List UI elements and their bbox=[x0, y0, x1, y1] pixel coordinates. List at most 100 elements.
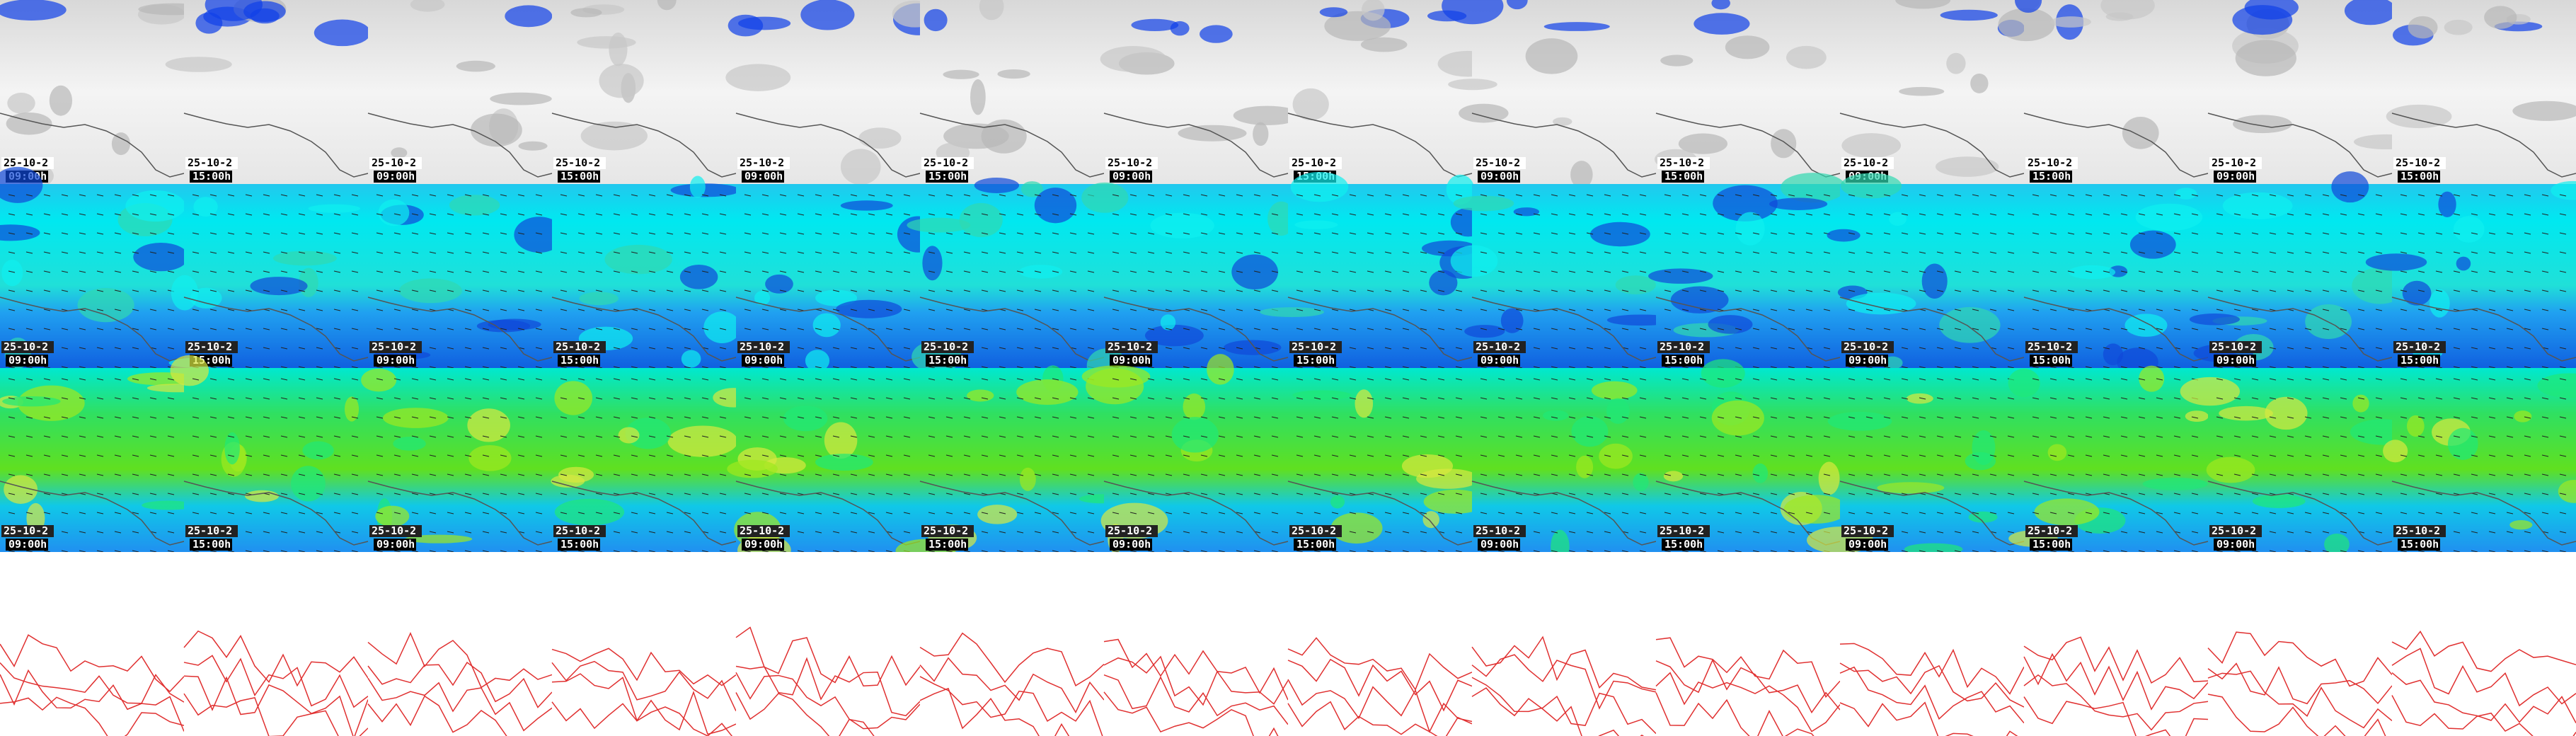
wind-barb bbox=[1147, 232, 1155, 235]
wind-barb bbox=[1883, 378, 1891, 381]
wind-barb bbox=[2173, 251, 2181, 254]
wind-barb bbox=[2524, 347, 2531, 350]
wind-barb bbox=[850, 550, 858, 553]
wind-barb bbox=[1052, 454, 1059, 457]
coastline bbox=[367, 297, 553, 362]
wind-barb bbox=[1367, 550, 1374, 553]
wind-barb bbox=[280, 435, 288, 438]
wind-barb bbox=[963, 416, 971, 419]
wind-barb bbox=[2067, 289, 2075, 292]
wind-barb bbox=[1604, 270, 1611, 273]
wind-barb bbox=[1497, 378, 1505, 381]
wind-barb bbox=[2103, 550, 2110, 553]
weather-blob bbox=[1464, 325, 1505, 338]
contour bbox=[1103, 638, 1289, 701]
coastline bbox=[735, 297, 921, 362]
wind-barb bbox=[2340, 493, 2347, 495]
wind-barb bbox=[1331, 550, 1339, 553]
wind-barb bbox=[79, 454, 86, 457]
wind-barb bbox=[1147, 416, 1155, 419]
wind-barb bbox=[1865, 213, 1873, 216]
wind-barb bbox=[2173, 328, 2181, 330]
wind-barb bbox=[1954, 289, 1962, 292]
wind-barb bbox=[2340, 309, 2347, 311]
wind-barb bbox=[1112, 397, 1120, 400]
date-label: 25-10-2 bbox=[556, 156, 600, 169]
contour bbox=[1103, 655, 1289, 706]
wind-barb bbox=[1420, 309, 1427, 311]
weather-blob bbox=[1401, 454, 1454, 478]
wind-barb bbox=[1384, 435, 1392, 438]
wind-barb bbox=[1568, 454, 1576, 457]
weather-blob bbox=[974, 178, 1020, 194]
wind-barb bbox=[2032, 309, 2040, 311]
wind-barb bbox=[280, 347, 288, 350]
wind-barb bbox=[2524, 194, 2531, 197]
wind-barb bbox=[2400, 309, 2408, 311]
wind-barb bbox=[2375, 309, 2383, 311]
weather-blob bbox=[111, 132, 130, 156]
wind-barb bbox=[797, 378, 805, 381]
wind-barb bbox=[167, 416, 175, 419]
wind-barb bbox=[1568, 435, 1576, 438]
wind-barb bbox=[1848, 378, 1856, 381]
wind-barb bbox=[2400, 251, 2408, 254]
wind-barb bbox=[1699, 194, 1707, 197]
wind-barb bbox=[1420, 270, 1427, 273]
wind-barb bbox=[1788, 550, 1795, 553]
weather-blob bbox=[77, 287, 134, 323]
wind-barb bbox=[2269, 251, 2277, 254]
wind-barb bbox=[96, 531, 104, 534]
wind-barb bbox=[1664, 213, 1672, 216]
weather-blob bbox=[554, 498, 625, 526]
wind-barb bbox=[2471, 378, 2478, 381]
wind-barb bbox=[2032, 493, 2040, 495]
wind-barb bbox=[963, 454, 971, 457]
wind-barb bbox=[1402, 232, 1410, 235]
wind-barb bbox=[351, 270, 359, 273]
wind-barb bbox=[1112, 270, 1120, 273]
wind-barb bbox=[1604, 454, 1611, 457]
wind-barb bbox=[333, 493, 341, 495]
wind-barb bbox=[1936, 366, 1944, 369]
wind-barb bbox=[1954, 512, 1962, 514]
wind-barb bbox=[280, 473, 288, 476]
wind-barb bbox=[333, 251, 341, 254]
weather-blob bbox=[1144, 324, 1204, 347]
wind-barb bbox=[1681, 493, 1689, 495]
wind-barb bbox=[1770, 550, 1778, 553]
wind-barb bbox=[1349, 378, 1357, 381]
wind-barb bbox=[1551, 213, 1558, 216]
wind-barb bbox=[2156, 378, 2163, 381]
wind-barb bbox=[482, 232, 490, 235]
weather-blob bbox=[467, 408, 510, 442]
wind-barb bbox=[1568, 328, 1576, 330]
wind-barb bbox=[333, 512, 341, 514]
wind-barb bbox=[2269, 347, 2277, 350]
wind-barb bbox=[149, 232, 157, 235]
wind-barb bbox=[2067, 416, 2075, 419]
contour bbox=[2207, 631, 2393, 687]
wind-barb bbox=[333, 289, 341, 292]
wind-barb bbox=[2032, 454, 2040, 457]
wind-barb bbox=[209, 194, 217, 197]
wind-barb bbox=[245, 270, 253, 273]
wind-barb bbox=[333, 328, 341, 330]
wind-barb bbox=[1296, 512, 1304, 514]
wind-barb bbox=[1455, 289, 1463, 292]
wind-barb bbox=[1515, 397, 1523, 400]
wind-barb bbox=[2357, 328, 2365, 330]
wind-barb bbox=[2559, 270, 2567, 273]
wind-barb bbox=[2304, 473, 2312, 476]
time-label: 09:00h bbox=[1112, 354, 1151, 367]
wind-barb bbox=[1455, 309, 1463, 311]
wind-barb bbox=[1551, 194, 1558, 197]
weather-blob bbox=[2444, 19, 2473, 35]
wind-barb bbox=[1989, 309, 1997, 311]
wind-barb bbox=[1200, 378, 1208, 381]
wind-barb bbox=[1681, 251, 1689, 254]
wind-barb bbox=[981, 232, 989, 235]
weather-blob bbox=[456, 60, 495, 72]
coastline bbox=[2391, 113, 2576, 178]
wind-barb bbox=[517, 328, 525, 330]
